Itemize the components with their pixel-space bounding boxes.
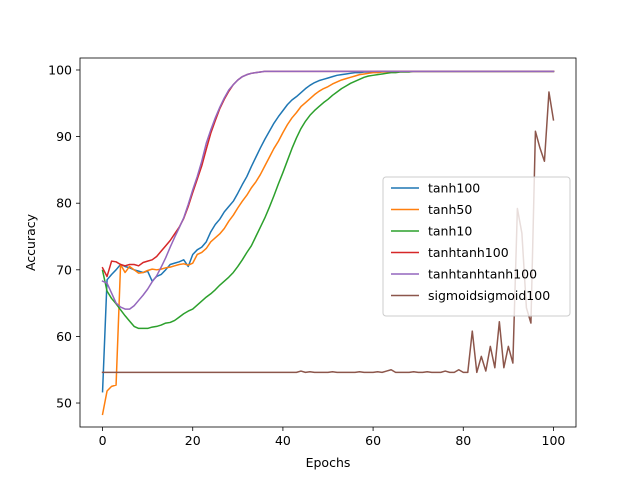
legend-label-sigmoidsigmoid100: sigmoidsigmoid100	[428, 288, 550, 303]
series-line-tanhtanhtanh100	[101, 70, 555, 310]
x-tick-label: 60	[365, 433, 381, 448]
series-line-sigmoidsigmoid100	[101, 91, 555, 374]
x-axis-label: Epochs	[306, 455, 351, 470]
y-tick-label: 50	[56, 396, 72, 411]
legend-label-tanhtanhtanh100: tanhtanhtanh100	[428, 267, 537, 282]
legend-items: tanh100 tanh50 tanh10 tanhtanh100 tanhtanhta…	[391, 181, 550, 303]
legend-label-tanhtanh100: tanhtanh100	[428, 245, 509, 260]
legend: tanh100 tanh50 tanh10 tanhtanh100 tanhtanhta…	[382, 176, 571, 317]
axes-frame	[79, 57, 577, 428]
x-tick-label: 100	[542, 433, 566, 448]
legend-label-tanh50: tanh50	[428, 202, 472, 217]
y-tick-label: 70	[56, 262, 72, 277]
ticks-layer: 0 20 40 60 80 100 50 60 70 80 90 100	[48, 62, 565, 448]
x-tick-label: 0	[99, 433, 107, 448]
series-layer	[101, 70, 555, 416]
x-tick-label: 80	[455, 433, 471, 448]
legend-box	[382, 176, 571, 317]
y-axis-label: Accuracy	[23, 213, 38, 271]
legend-label-tanh100: tanh100	[428, 181, 480, 196]
y-tick-label: 80	[56, 196, 72, 211]
x-tick-label: 20	[185, 433, 201, 448]
y-tick-label: 60	[56, 329, 72, 344]
y-tick-label: 100	[48, 62, 72, 77]
y-tick-label: 90	[56, 129, 72, 144]
x-tick-label: 40	[275, 433, 291, 448]
legend-label-tanh10: tanh10	[428, 224, 472, 239]
plot-area: 0 20 40 60 80 100 50 60 70 80 90 100	[48, 57, 577, 448]
